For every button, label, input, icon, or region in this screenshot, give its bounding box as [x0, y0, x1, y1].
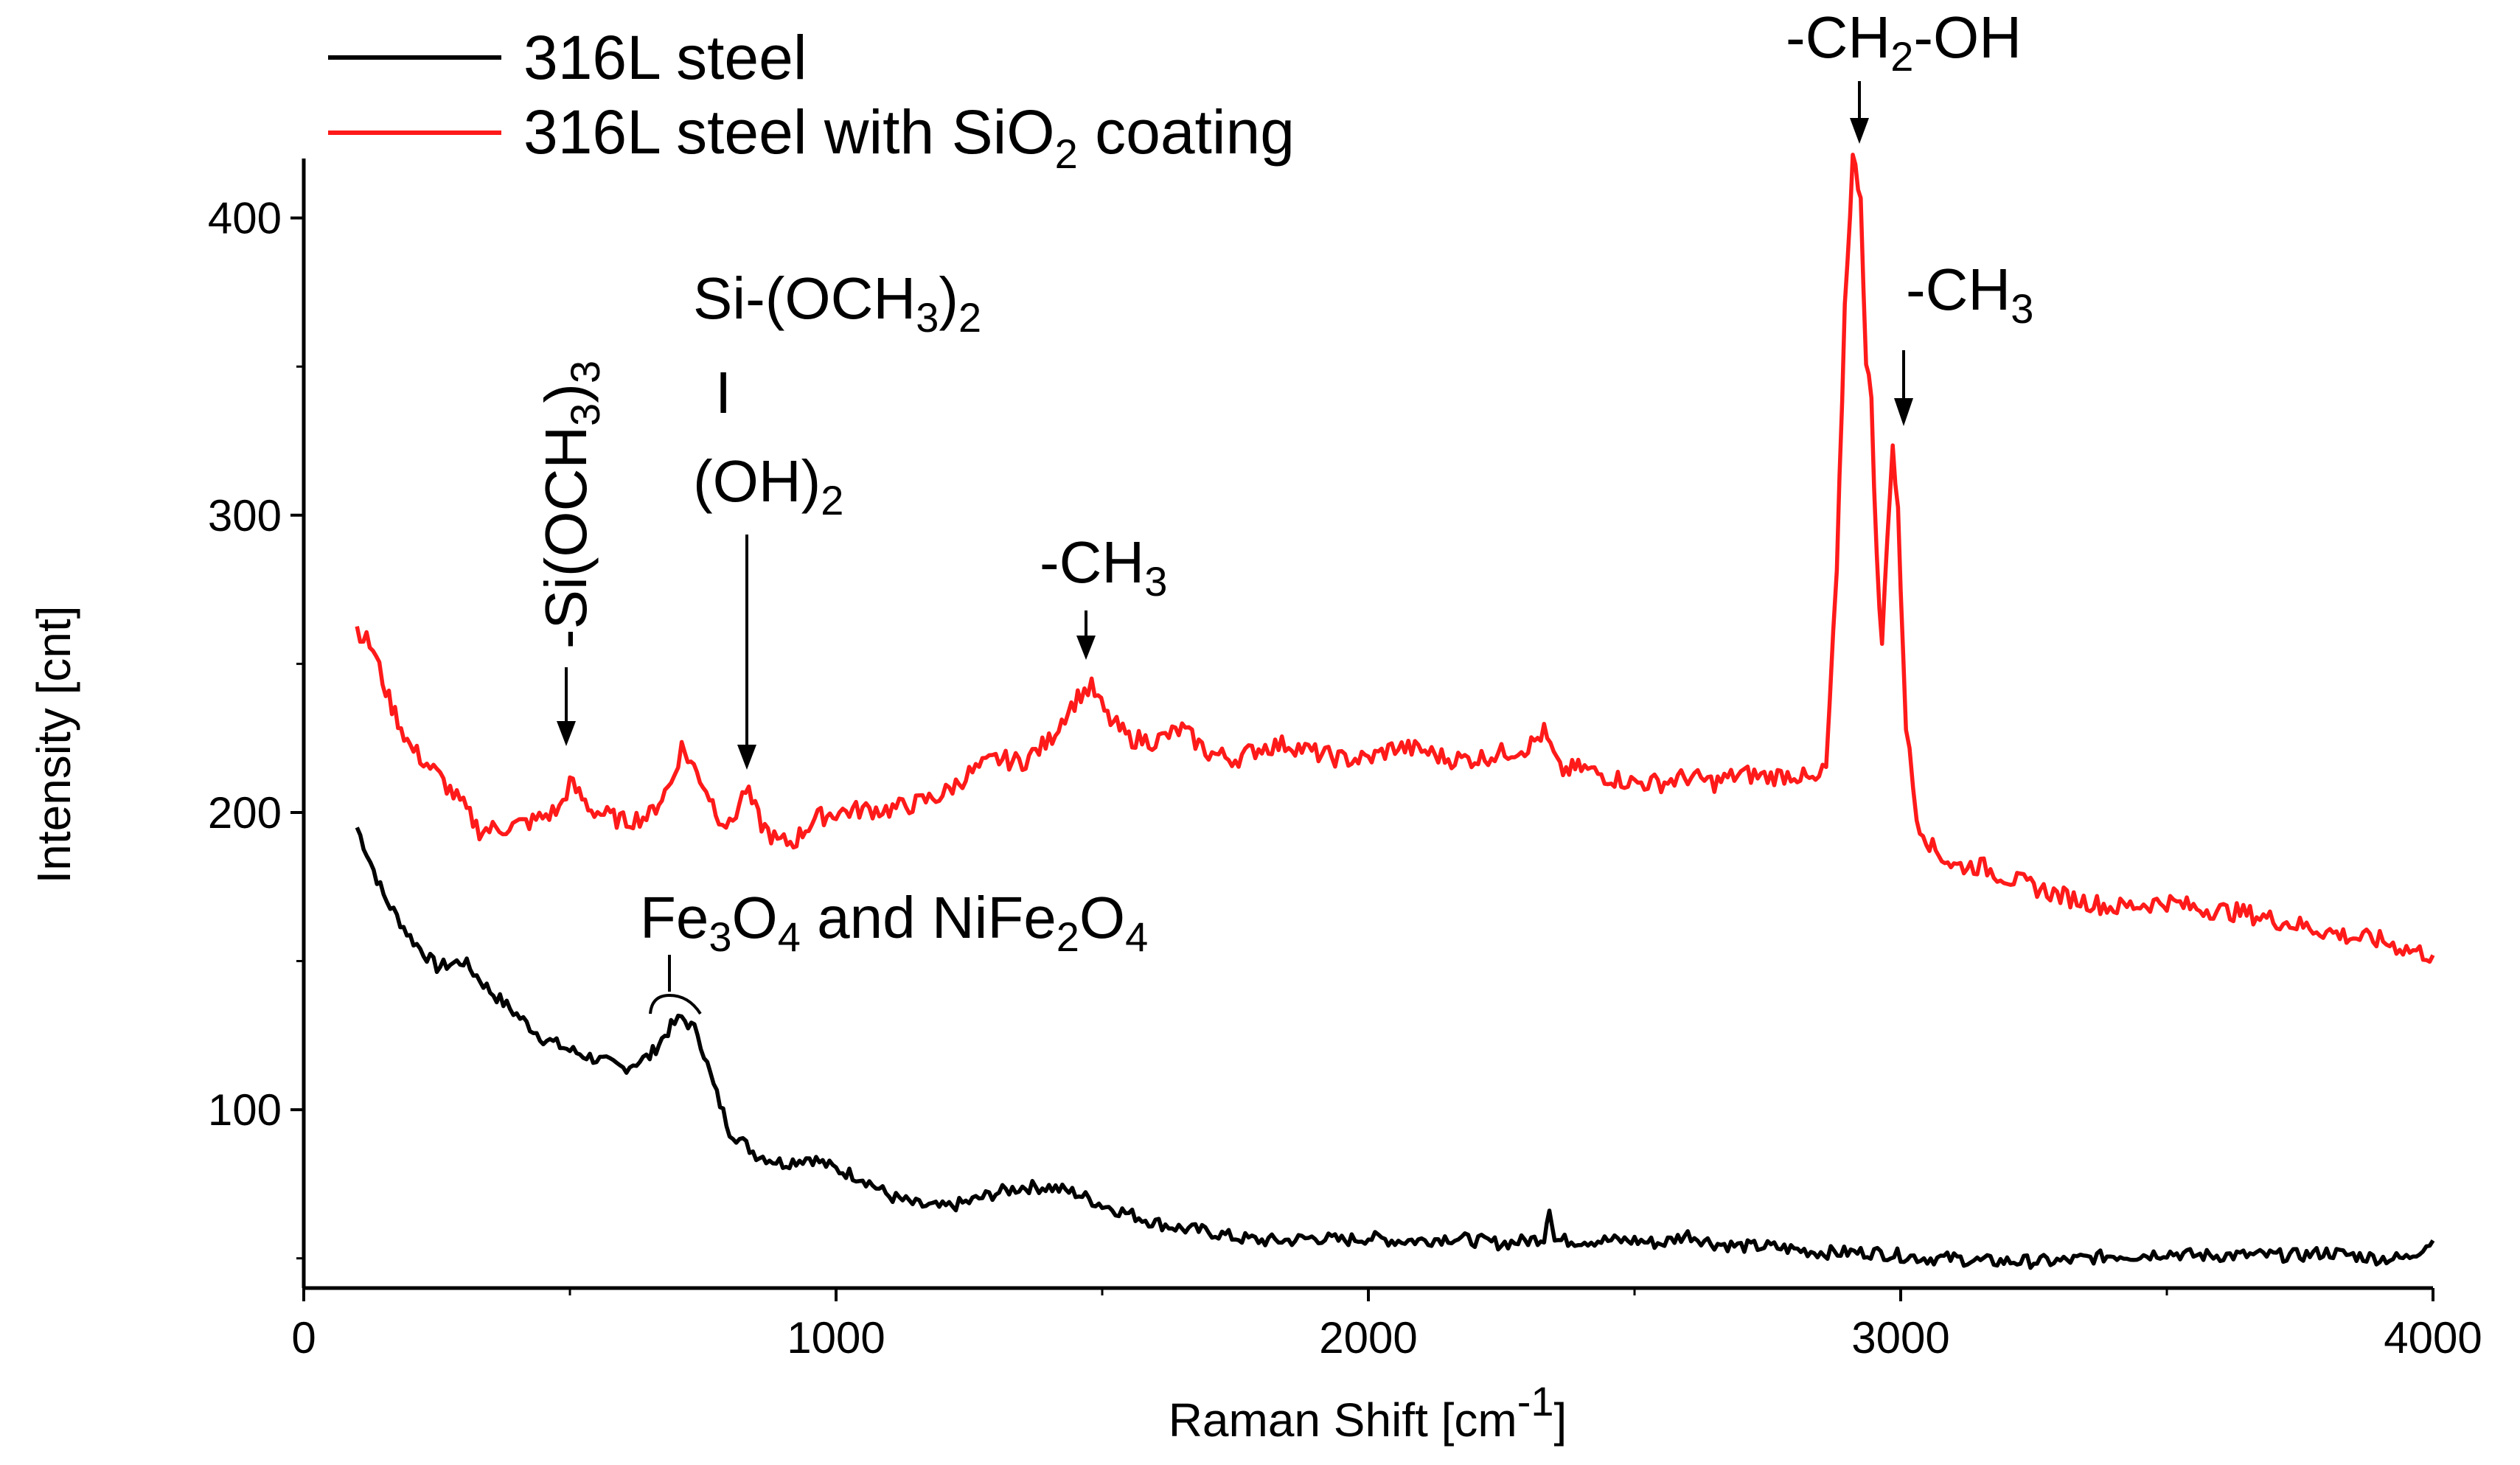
- annotation-ch3-3000: -CH3: [1906, 257, 2033, 332]
- annotation-bond-bar: I: [715, 360, 731, 425]
- axis-ticks: 0 1000 2000 3000 4000 100 200 300 400: [208, 194, 2482, 1363]
- arrowhead-si-och3-2: [737, 745, 756, 770]
- annotation-oh2: (OH)2: [693, 448, 843, 523]
- legend: 316L steel 316L steel with SiO2 coating: [328, 23, 1295, 177]
- y-tick-label: 400: [208, 194, 282, 243]
- annotation-ch2-oh: -CH2-OH: [1786, 4, 2022, 80]
- legend-label-316l-steel: 316L steel: [523, 23, 807, 92]
- legend-label-316l-sio2: 316L steel with SiO2 coating: [523, 97, 1295, 177]
- x-tick-label: 0: [291, 1313, 316, 1363]
- arrowhead-si-och3-3: [557, 721, 576, 746]
- annotation-ch3-1450: -CH3: [1040, 529, 1167, 605]
- x-tick-label: 2000: [1319, 1313, 1417, 1363]
- annotation-si-och3-3: -Si(OCH3)3: [533, 361, 608, 649]
- bracket-fe-oxides: [649, 955, 702, 1015]
- series-line-316l-steel-sio2-coating: [355, 153, 2435, 964]
- y-tick-label: 100: [208, 1085, 282, 1135]
- x-tick-label: 3000: [1851, 1313, 1949, 1363]
- annotation-fe3o4-nife2o4: Fe3O4 and NiFe2O4: [640, 885, 1148, 960]
- arrowhead-ch3-1450: [1076, 636, 1096, 660]
- x-tick-label: 4000: [2384, 1313, 2482, 1363]
- series-line-316l-steel: [355, 827, 2435, 1270]
- y-tick-label: 200: [208, 788, 282, 838]
- series-layer: [355, 153, 2435, 1270]
- arrowhead-ch3-3000: [1894, 398, 1913, 426]
- y-axis-label: Intensity [cnt]: [27, 605, 80, 883]
- arrowhead-ch2-oh: [1850, 118, 1869, 144]
- x-tick-label: 1000: [787, 1313, 885, 1363]
- x-axis-label: Raman Shift [cm-1]: [1169, 1378, 1567, 1447]
- annotation-si-och3-2: Si-(OCH3)2: [693, 265, 981, 341]
- y-tick-label: 300: [208, 491, 282, 540]
